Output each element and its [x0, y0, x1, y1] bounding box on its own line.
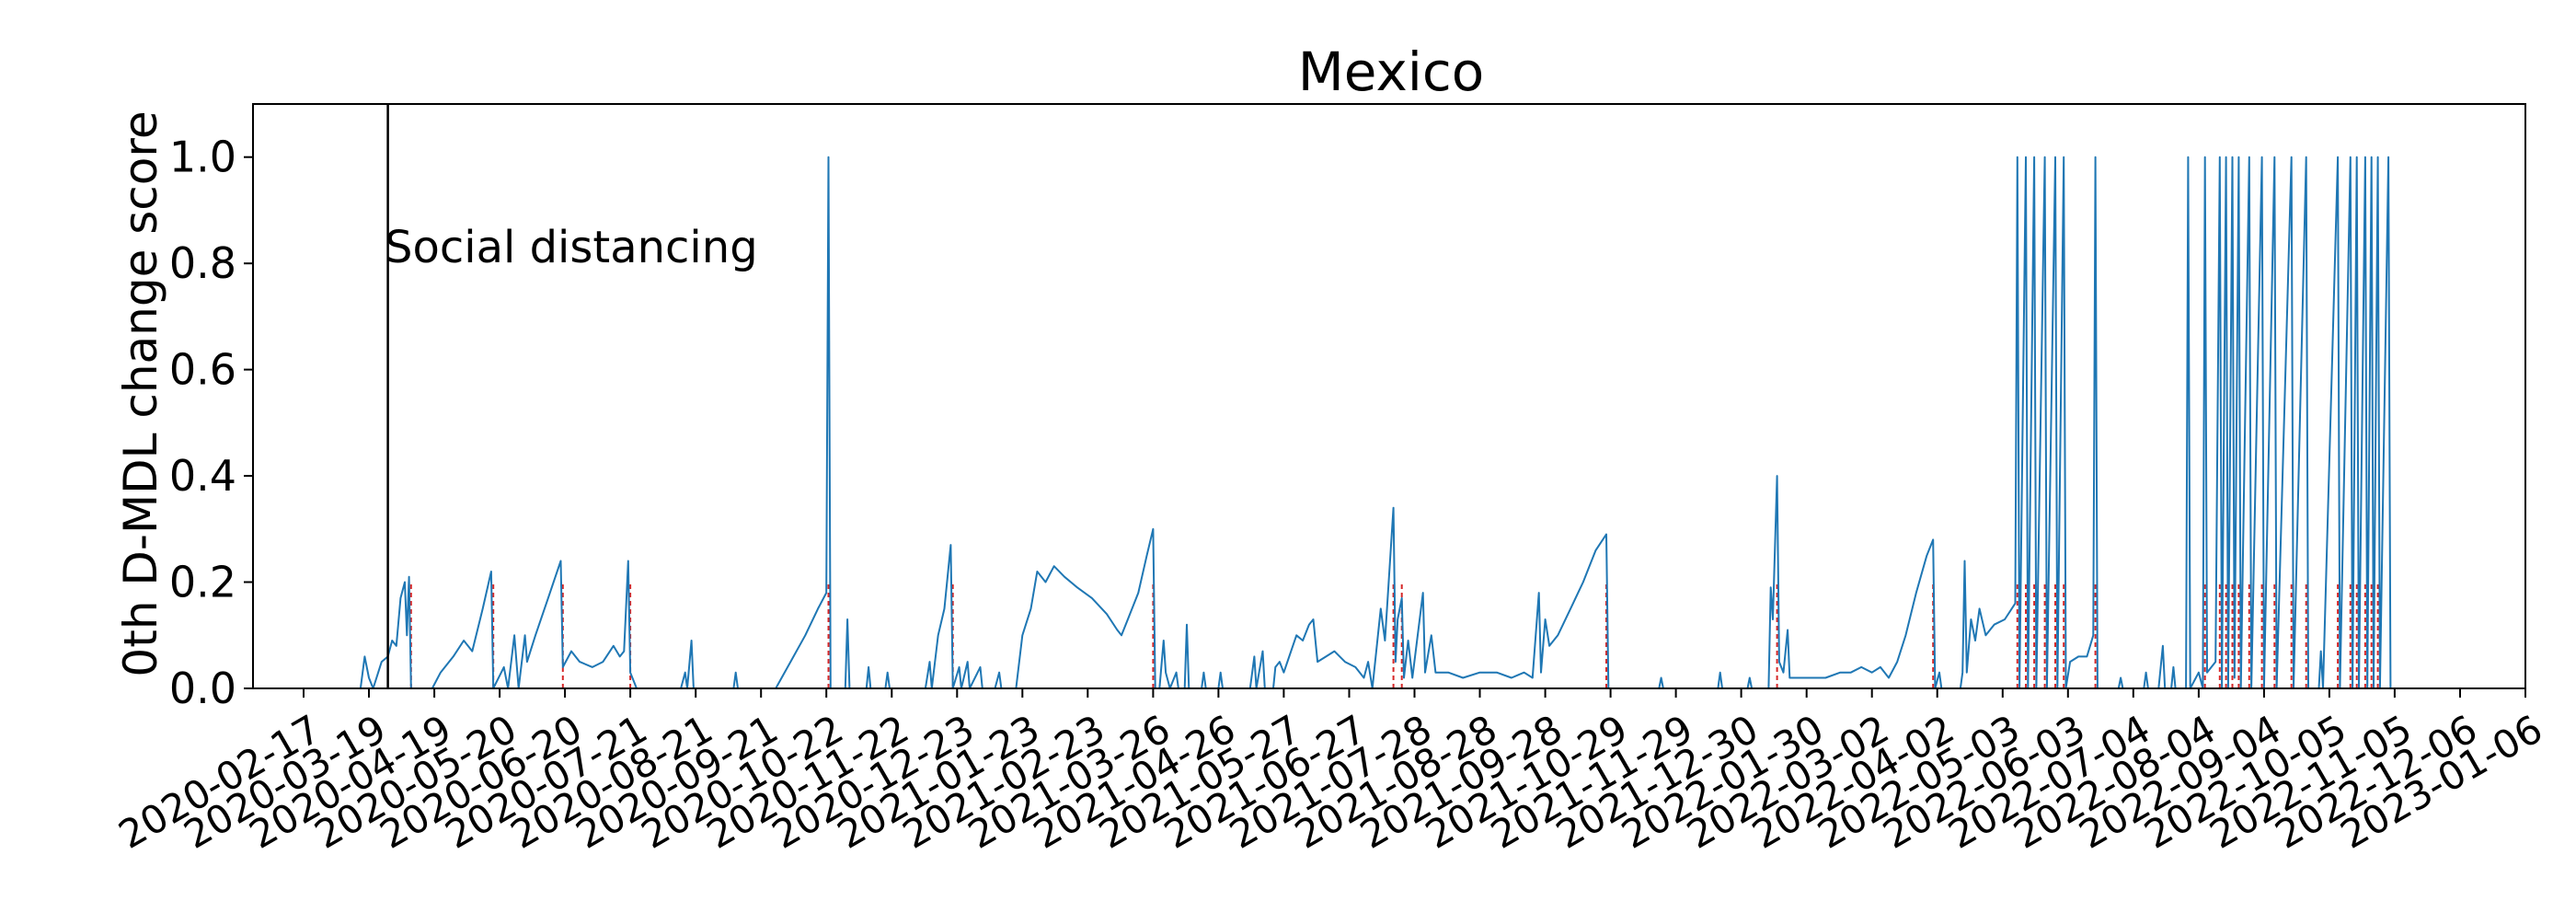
plot-frame	[252, 103, 2526, 689]
y-tick-label-3: 0.6	[169, 345, 236, 395]
x-axis: 2020-02-172020-03-192020-04-192020-05-20…	[111, 688, 2550, 858]
plot-area	[359, 104, 2419, 689]
y-tick-label-0: 0.0	[169, 664, 236, 713]
y-tick-label-2: 0.4	[169, 451, 236, 501]
chart-title: Mexico	[1298, 40, 1485, 103]
y-tick-label-5: 1.0	[169, 133, 236, 182]
y-tick-label-1: 0.2	[169, 558, 236, 607]
y-tick-label-4: 0.8	[169, 238, 236, 288]
y-axis: 0.0 0.2 0.4 0.6 0.8 1.0	[169, 133, 253, 713]
social-distancing-annotation: Social distancing	[385, 222, 758, 273]
y-axis-label: 0th D-MDL change score	[114, 110, 167, 676]
